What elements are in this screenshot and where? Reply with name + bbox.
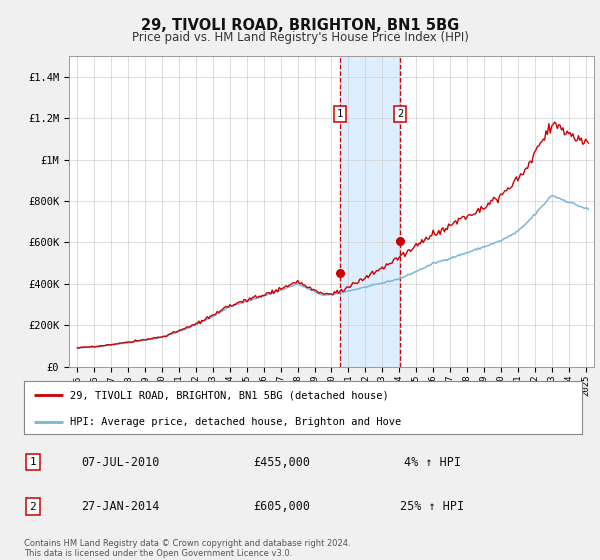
Text: £455,000: £455,000 [254,455,311,469]
Text: £605,000: £605,000 [254,500,311,514]
Text: 1: 1 [337,109,343,119]
Text: 2: 2 [29,502,37,512]
Text: 29, TIVOLI ROAD, BRIGHTON, BN1 5BG (detached house): 29, TIVOLI ROAD, BRIGHTON, BN1 5BG (deta… [70,390,389,400]
Text: 07-JUL-2010: 07-JUL-2010 [81,455,159,469]
Text: 1: 1 [29,457,37,467]
Text: 27-JAN-2014: 27-JAN-2014 [81,500,159,514]
Text: 2: 2 [397,109,404,119]
Text: Contains HM Land Registry data © Crown copyright and database right 2024.
This d: Contains HM Land Registry data © Crown c… [24,539,350,558]
Text: 4% ↑ HPI: 4% ↑ HPI [404,455,461,469]
Text: 29, TIVOLI ROAD, BRIGHTON, BN1 5BG: 29, TIVOLI ROAD, BRIGHTON, BN1 5BG [141,18,459,33]
Text: Price paid vs. HM Land Registry's House Price Index (HPI): Price paid vs. HM Land Registry's House … [131,31,469,44]
Bar [340,56,400,367]
Text: HPI: Average price, detached house, Brighton and Hove: HPI: Average price, detached house, Brig… [70,417,401,427]
Text: 25% ↑ HPI: 25% ↑ HPI [400,500,464,514]
